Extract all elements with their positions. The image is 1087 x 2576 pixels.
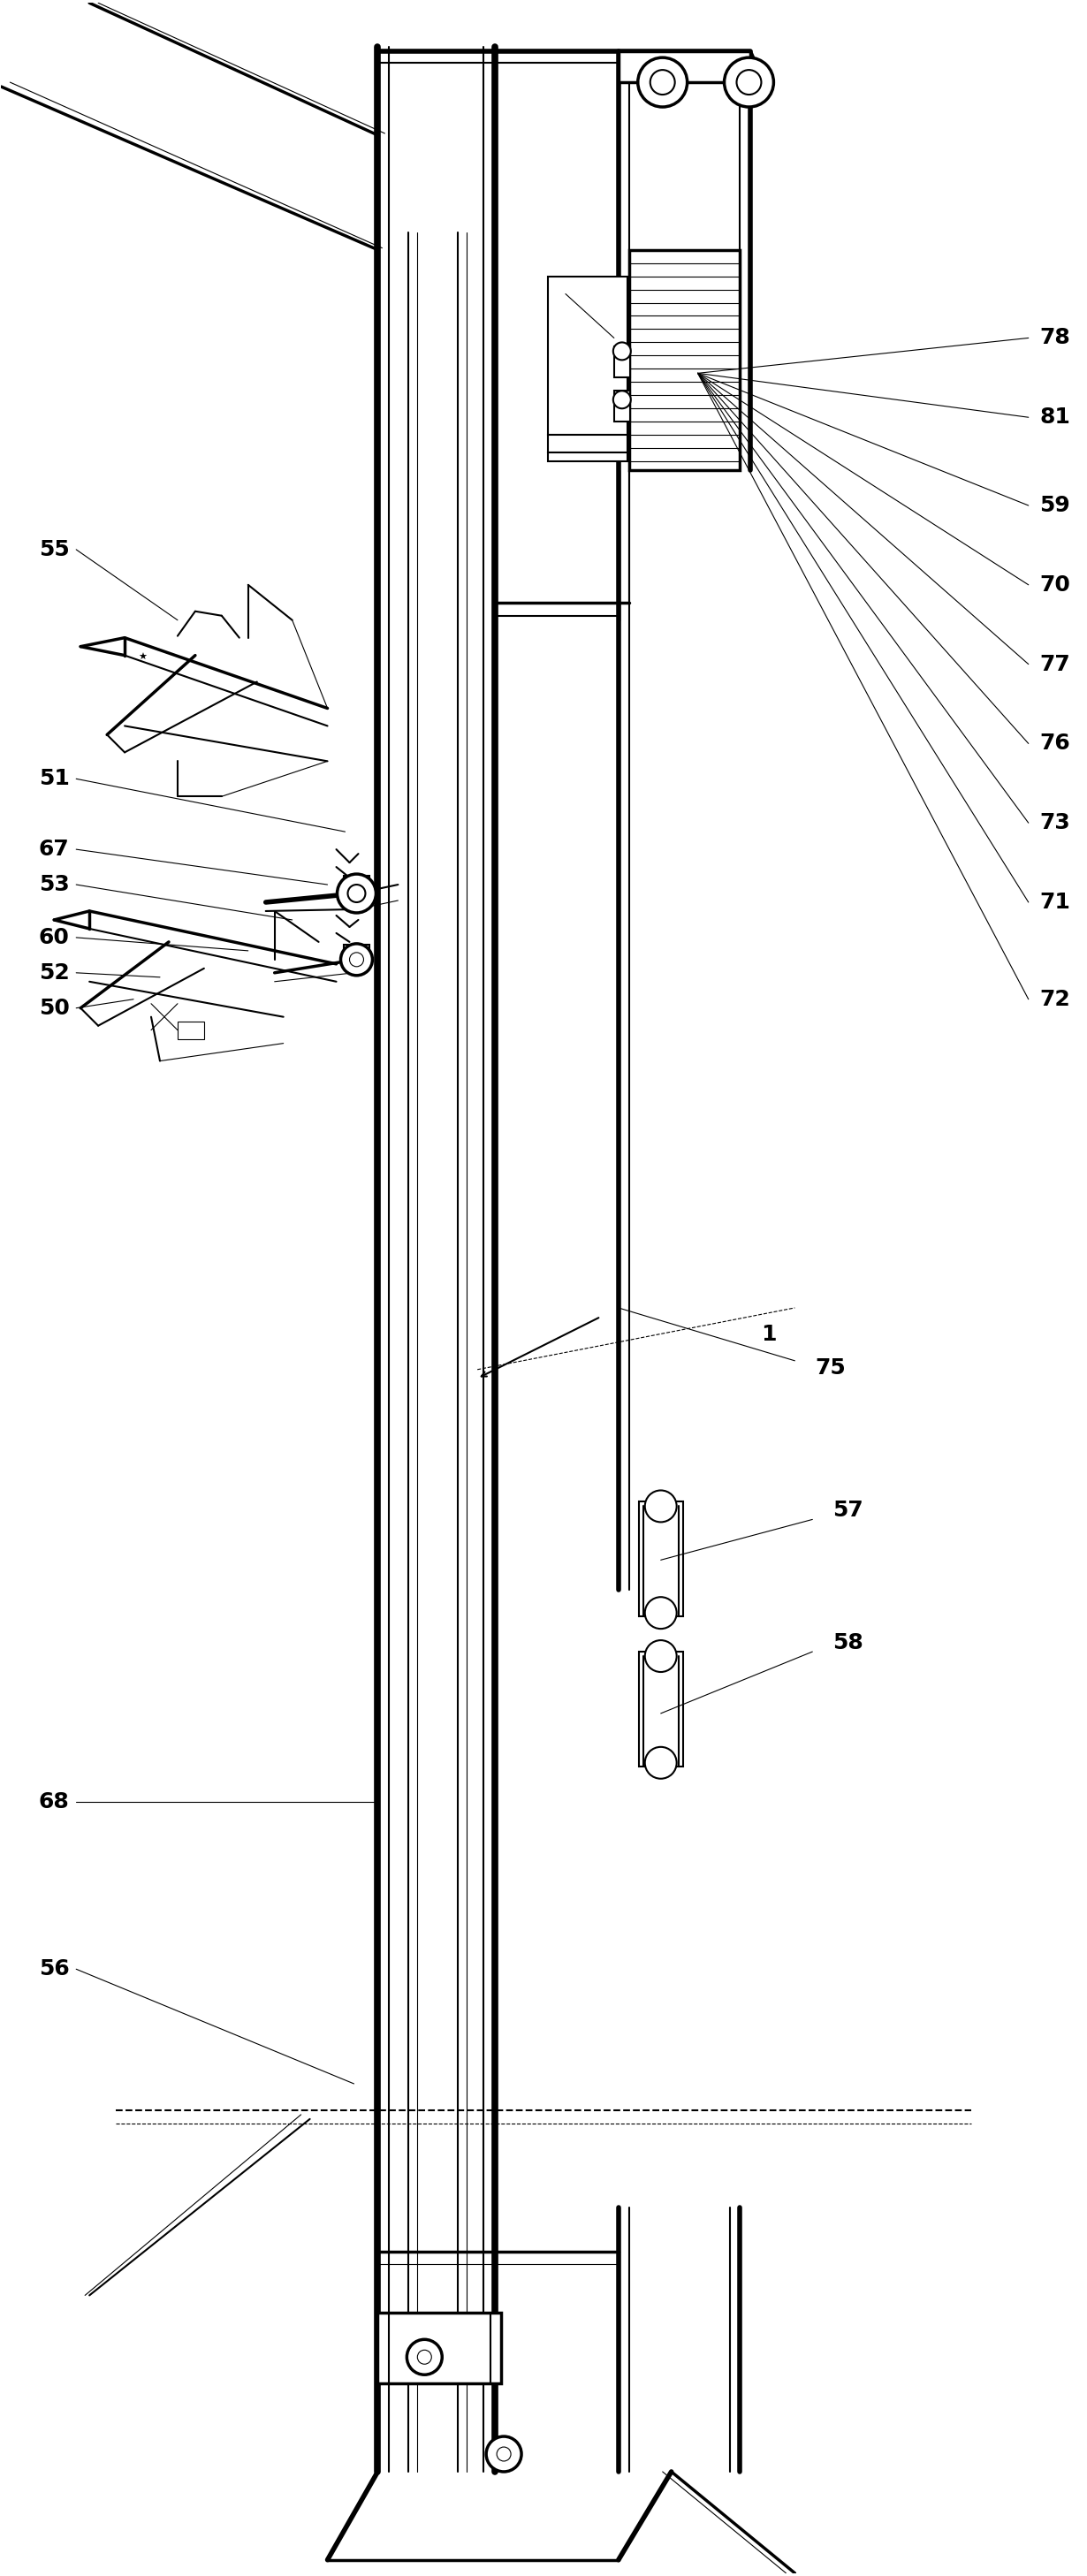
Text: 50: 50 [39,997,70,1018]
Text: 57: 57 [833,1499,863,1522]
Bar [343,945,370,966]
Text: 52: 52 [39,963,70,984]
Bar [548,453,627,461]
Circle shape [497,2447,511,2460]
Bar [548,276,627,435]
Bar [639,1651,683,1767]
Text: 58: 58 [833,1633,863,1654]
Text: 53: 53 [39,873,70,896]
Bar [629,250,740,471]
Bar [343,876,370,899]
Text: 73: 73 [1039,811,1071,835]
Circle shape [348,884,365,902]
Circle shape [417,2349,432,2365]
Bar [614,348,629,379]
Circle shape [645,1597,676,1628]
Bar [548,435,627,453]
Bar [639,1502,683,1615]
Bar [377,2313,501,2383]
Circle shape [407,2339,442,2375]
Bar [614,392,629,422]
Circle shape [613,392,630,410]
Text: 55: 55 [39,538,70,559]
Text: 1: 1 [761,1324,776,1345]
Circle shape [638,57,687,108]
Circle shape [350,953,364,966]
Text: 67: 67 [39,840,70,860]
Text: 56: 56 [39,1958,70,1981]
Circle shape [613,343,630,361]
Bar [619,52,751,82]
Text: 76: 76 [1039,734,1071,755]
Circle shape [645,1492,676,1522]
Text: ★: ★ [138,652,147,662]
Text: 51: 51 [39,768,70,788]
Circle shape [645,1747,676,1777]
Bar [177,1020,204,1038]
Text: 77: 77 [1039,654,1071,675]
Text: 70: 70 [1039,574,1071,595]
Circle shape [486,2437,522,2473]
Circle shape [340,943,373,976]
Circle shape [650,70,675,95]
Text: 68: 68 [39,1790,70,1811]
Text: 60: 60 [39,927,70,948]
Circle shape [737,70,761,95]
Circle shape [337,873,376,912]
Text: 75: 75 [815,1358,846,1378]
Circle shape [724,57,774,108]
Text: 72: 72 [1039,989,1071,1010]
Text: 78: 78 [1039,327,1071,348]
Text: 71: 71 [1039,891,1071,912]
Text: 59: 59 [1039,495,1071,515]
Text: 81: 81 [1039,407,1071,428]
Circle shape [645,1641,676,1672]
